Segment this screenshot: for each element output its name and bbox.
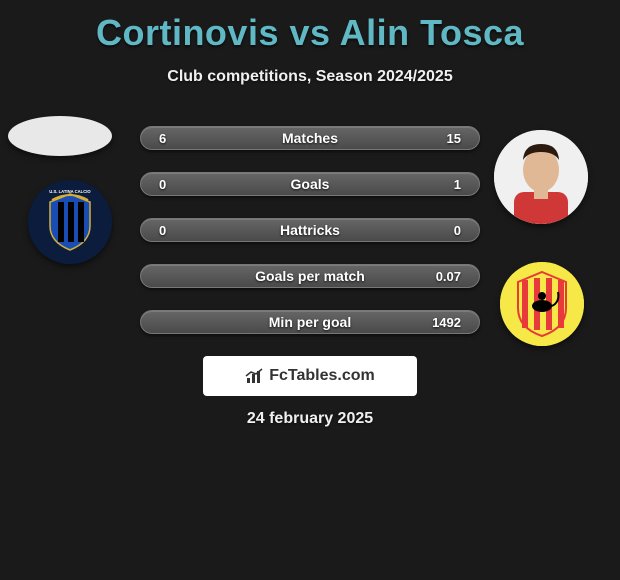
stats-container: 6 Matches 15 0 Goals 1 0 Hattricks 0 Goa… (140, 126, 480, 356)
stat-left-value: 0 (159, 177, 166, 192)
stat-right-value: 15 (447, 131, 461, 146)
stat-right-value: 0.07 (436, 269, 461, 284)
stat-row-goals: 0 Goals 1 (140, 172, 480, 196)
page-title: Cortinovis vs Alin Tosca (0, 0, 620, 54)
brand-text: FcTables.com (269, 367, 375, 385)
stat-label: Hattricks (141, 222, 479, 238)
stat-row-hattricks: 0 Hattricks 0 (140, 218, 480, 242)
stat-right-value: 1492 (432, 315, 461, 330)
stat-label: Min per goal (141, 314, 479, 330)
crest-left: U.S. LATINA CALCIO (28, 180, 112, 264)
stat-label: Matches (141, 130, 479, 146)
stat-row-goals-per-match: Goals per match 0.07 (140, 264, 480, 288)
stat-row-min-per-goal: Min per goal 1492 (140, 310, 480, 334)
player-right-avatar (494, 130, 588, 224)
player-left-avatar (8, 116, 112, 156)
stat-row-matches: 6 Matches 15 (140, 126, 480, 150)
svg-text:U.S. LATINA CALCIO: U.S. LATINA CALCIO (49, 189, 91, 194)
crest-right (500, 262, 584, 346)
date-text: 24 february 2025 (0, 410, 620, 428)
stat-right-value: 1 (454, 177, 461, 192)
chart-icon (245, 368, 265, 384)
stat-label: Goals per match (141, 268, 479, 284)
stat-label: Goals (141, 176, 479, 192)
subtitle: Club competitions, Season 2024/2025 (0, 68, 620, 86)
stat-left-value: 6 (159, 131, 166, 146)
stat-left-value: 0 (159, 223, 166, 238)
stat-right-value: 0 (454, 223, 461, 238)
brand-box[interactable]: FcTables.com (203, 356, 417, 396)
